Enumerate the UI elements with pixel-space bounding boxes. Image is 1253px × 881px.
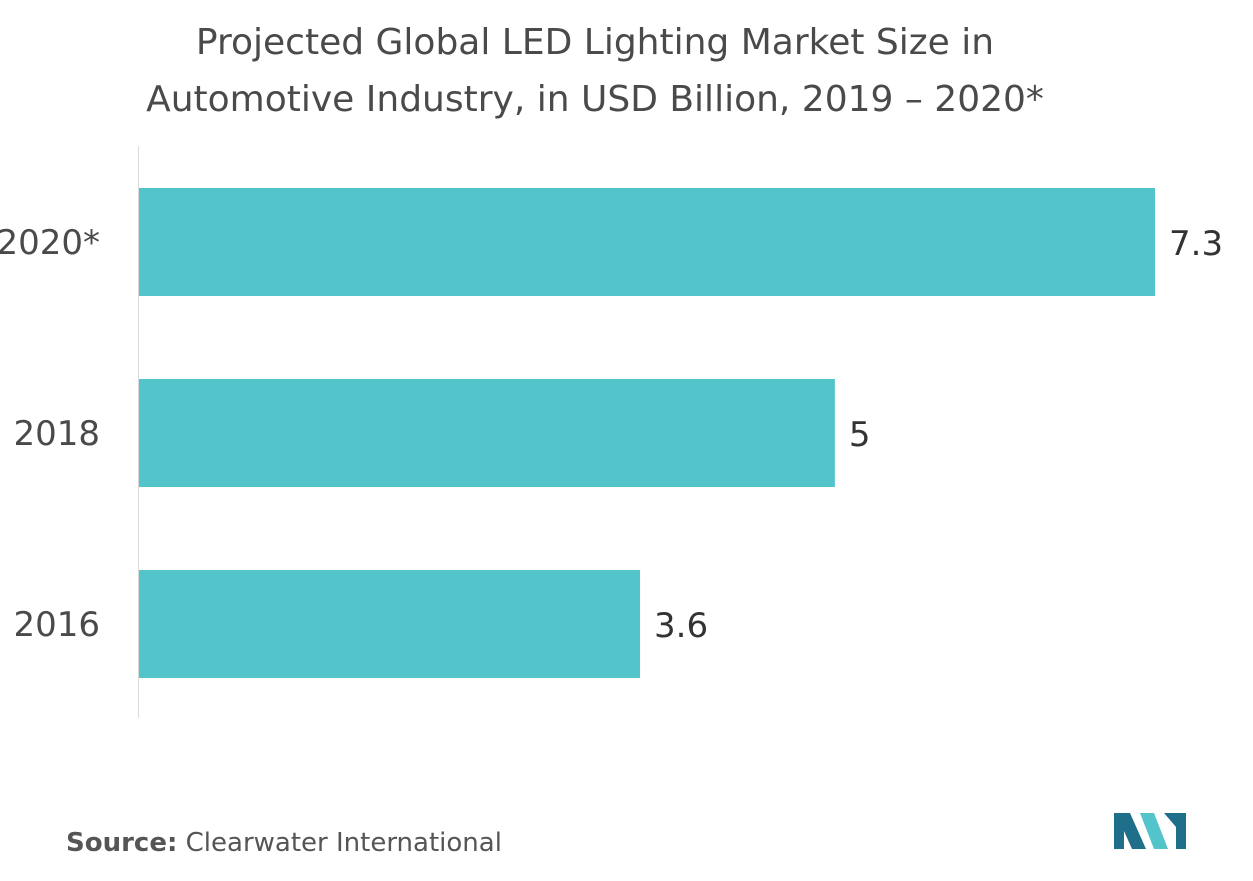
chart-title: Projected Global LED Lighting Market Siz… [0, 14, 1190, 128]
mordor-intelligence-logo [1114, 813, 1186, 849]
value-label-2018: 5 [849, 415, 871, 455]
logo-shape-right [1164, 813, 1186, 849]
bars-group: 2020* 7.3 2018 5 2016 3.6 [0, 188, 1223, 678]
category-label-2020: 2020* [0, 223, 100, 263]
logo-shape-middle [1140, 813, 1168, 849]
category-label-2016: 2016 [13, 605, 100, 645]
bar-chart: 2020* 7.3 2018 5 2016 3.6 [0, 146, 1223, 718]
source-label: Source: [66, 828, 178, 858]
bar-2018 [139, 379, 835, 487]
logo-shape-left [1114, 813, 1146, 849]
chart-title-line-2: Automotive Industry, in USD Billion, 201… [146, 79, 1044, 120]
chart-title-line-1: Projected Global LED Lighting Market Siz… [195, 22, 995, 63]
value-label-2016: 3.6 [654, 606, 708, 646]
source-note: Source: Clearwater International [66, 828, 502, 858]
bar-2020 [139, 188, 1155, 296]
value-label-2020: 7.3 [1169, 224, 1223, 264]
source-text: Clearwater International [177, 828, 502, 858]
bar-2016 [139, 570, 641, 678]
category-label-2018: 2018 [13, 414, 100, 454]
